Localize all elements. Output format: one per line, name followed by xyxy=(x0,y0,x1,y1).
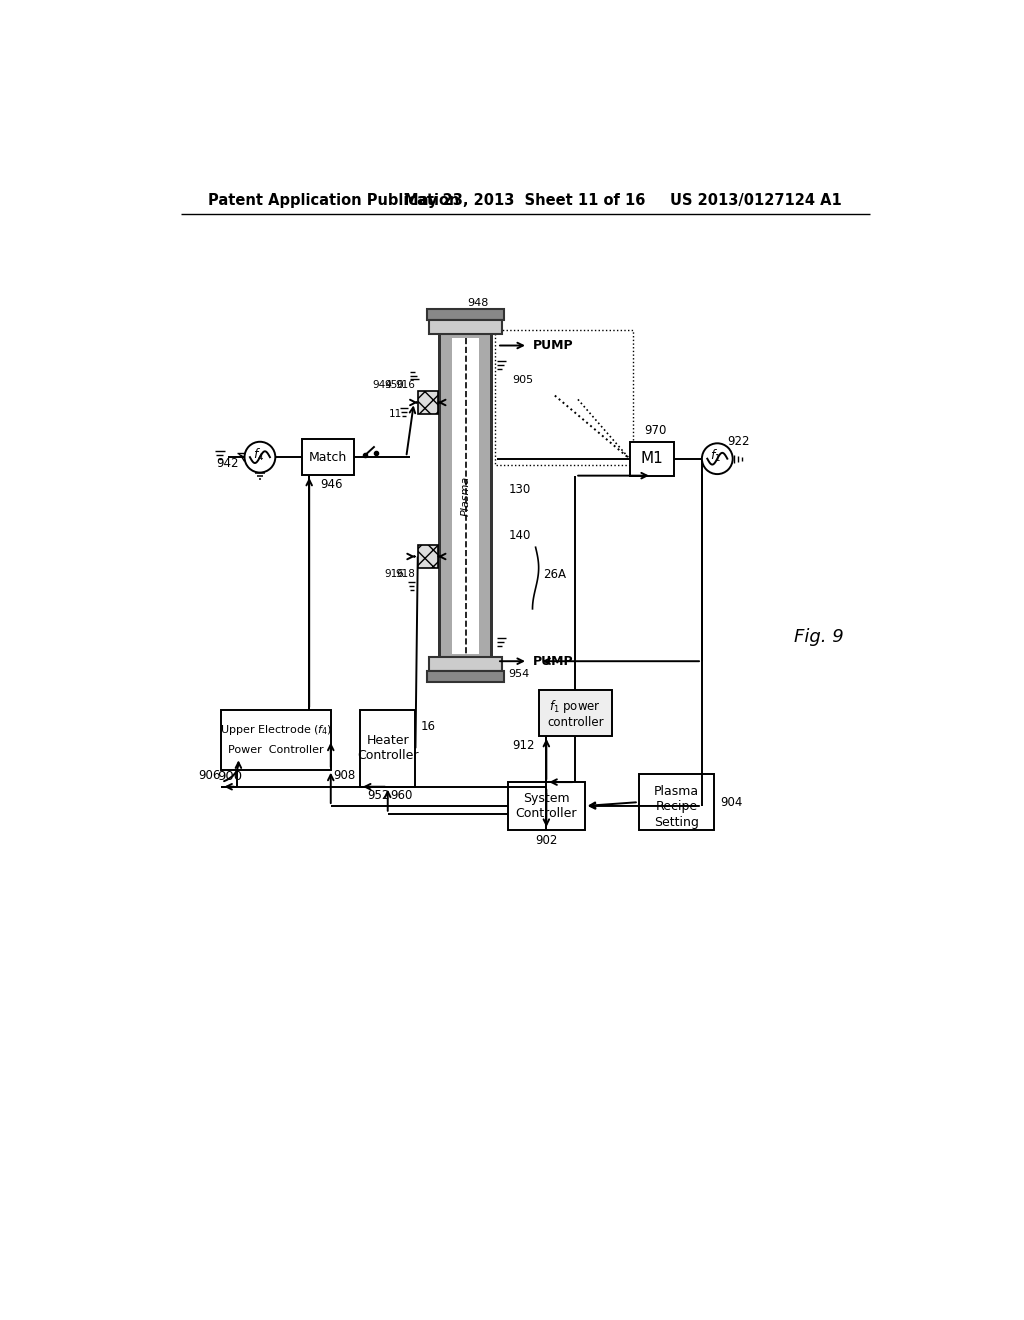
Bar xyxy=(438,657,494,671)
Bar xyxy=(495,330,634,465)
Text: 912: 912 xyxy=(512,739,535,751)
Text: 952: 952 xyxy=(368,789,390,803)
Text: Setting: Setting xyxy=(654,816,699,829)
Text: 908: 908 xyxy=(334,770,355,783)
Bar xyxy=(427,671,504,682)
Text: Recipe: Recipe xyxy=(655,800,697,813)
Bar xyxy=(221,710,331,770)
Bar xyxy=(418,545,438,568)
Text: 140: 140 xyxy=(509,529,531,543)
Text: $f_1$ power: $f_1$ power xyxy=(549,698,601,715)
Text: Upper Electrode ($f_4$): Upper Electrode ($f_4$) xyxy=(220,723,333,737)
Text: Fig. 9: Fig. 9 xyxy=(795,628,844,647)
Text: Patent Application Publication: Patent Application Publication xyxy=(208,193,459,209)
Text: 900: 900 xyxy=(217,770,243,783)
Text: 954: 954 xyxy=(508,669,529,680)
Text: 16: 16 xyxy=(420,721,435,733)
Text: 916: 916 xyxy=(384,569,403,579)
Text: Match: Match xyxy=(308,450,347,463)
Text: 950: 950 xyxy=(384,380,403,389)
Bar xyxy=(429,657,503,671)
Text: 130: 130 xyxy=(509,483,530,496)
Bar xyxy=(429,321,503,334)
Text: 916: 916 xyxy=(395,380,416,389)
Text: controller: controller xyxy=(547,715,603,729)
Bar xyxy=(452,338,479,653)
Text: 902: 902 xyxy=(536,834,557,847)
Text: 918: 918 xyxy=(395,569,416,579)
Text: 942: 942 xyxy=(216,457,239,470)
Text: 922: 922 xyxy=(728,436,751,449)
Bar xyxy=(630,442,674,475)
Text: Power  Controller: Power Controller xyxy=(228,744,324,755)
Text: Plasma: Plasma xyxy=(654,785,699,797)
Text: 970: 970 xyxy=(644,425,667,437)
Text: US 2013/0127124 A1: US 2013/0127124 A1 xyxy=(671,193,842,209)
Bar xyxy=(360,710,416,787)
Bar xyxy=(639,775,714,830)
Text: $f_1$: $f_1$ xyxy=(711,449,721,465)
Text: May 23, 2013  Sheet 11 of 16: May 23, 2013 Sheet 11 of 16 xyxy=(404,193,645,209)
Text: 11: 11 xyxy=(389,409,402,418)
Text: PUMP: PUMP xyxy=(534,655,573,668)
Circle shape xyxy=(245,442,275,473)
Text: 906: 906 xyxy=(199,770,221,783)
Text: 905: 905 xyxy=(512,375,534,385)
Text: 904: 904 xyxy=(720,796,742,809)
Text: 944: 944 xyxy=(373,380,392,389)
Bar xyxy=(490,334,494,657)
Text: 960: 960 xyxy=(390,789,413,803)
Text: 26A: 26A xyxy=(544,568,566,581)
Text: $f_4$: $f_4$ xyxy=(253,446,264,463)
Text: System
Controller: System Controller xyxy=(516,792,578,820)
Bar xyxy=(301,440,354,475)
Bar xyxy=(438,334,441,657)
Bar xyxy=(508,781,585,830)
Circle shape xyxy=(701,444,733,474)
Text: 948: 948 xyxy=(467,298,488,308)
Bar xyxy=(418,391,438,414)
Text: M1: M1 xyxy=(640,451,664,466)
Bar xyxy=(441,334,490,657)
Bar xyxy=(539,689,611,737)
Bar xyxy=(438,321,494,334)
Bar xyxy=(427,309,504,321)
Text: Plasma: Plasma xyxy=(461,475,470,516)
Text: Heater
Controller: Heater Controller xyxy=(357,734,419,762)
Text: 946: 946 xyxy=(321,478,343,491)
Text: PUMP: PUMP xyxy=(534,339,573,352)
